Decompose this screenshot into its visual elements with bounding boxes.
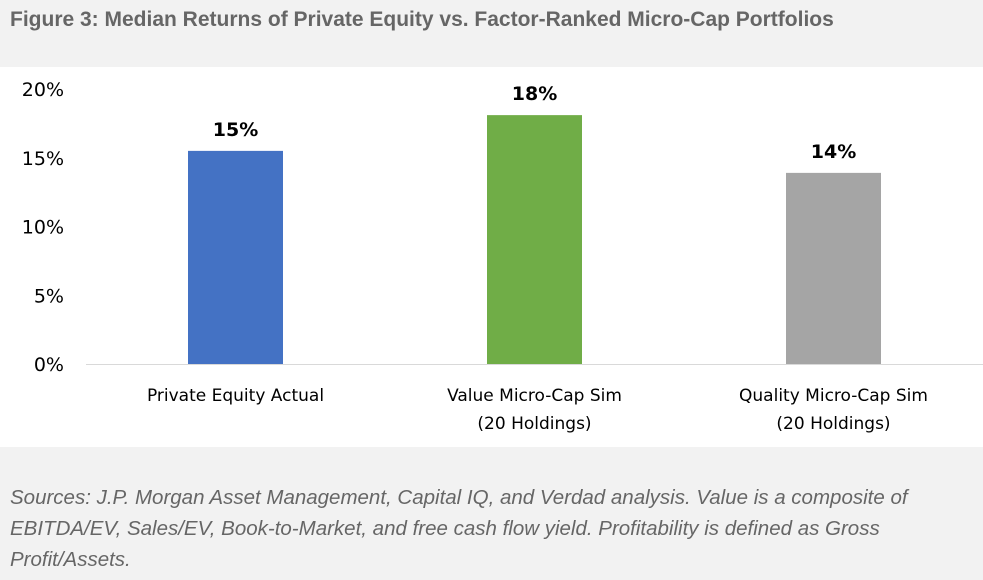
chart-panel: 0% 5% 10% 15% 20% 15% Private Equity Actual 18%… xyxy=(0,67,983,447)
figure-title: Figure 3: Median Returns of Private Equi… xyxy=(10,8,834,31)
x-category-label: (20 Holdings) xyxy=(776,414,890,434)
y-tick-label: 15% xyxy=(22,148,64,170)
x-category-label: Private Equity Actual xyxy=(147,386,324,406)
bar xyxy=(487,115,582,364)
data-label: 18% xyxy=(512,83,557,105)
bar xyxy=(188,150,283,364)
data-label: 14% xyxy=(811,141,856,163)
y-tick-label: 5% xyxy=(34,285,64,307)
y-tick-label: 20% xyxy=(22,79,64,101)
x-category-label: Quality Micro-Cap Sim xyxy=(739,386,928,406)
x-category-label: (20 Holdings) xyxy=(477,414,591,434)
x-category-label: Value Micro-Cap Sim xyxy=(447,386,622,406)
bar xyxy=(786,172,881,364)
data-label: 15% xyxy=(213,119,258,141)
y-tick-label: 0% xyxy=(34,354,64,376)
y-tick-label: 10% xyxy=(22,217,64,239)
bar-chart: 0% 5% 10% 15% 20% 15% Private Equity Actual 18%… xyxy=(22,79,983,434)
figure-caption: Sources: J.P. Morgan Asset Management, C… xyxy=(10,486,908,571)
